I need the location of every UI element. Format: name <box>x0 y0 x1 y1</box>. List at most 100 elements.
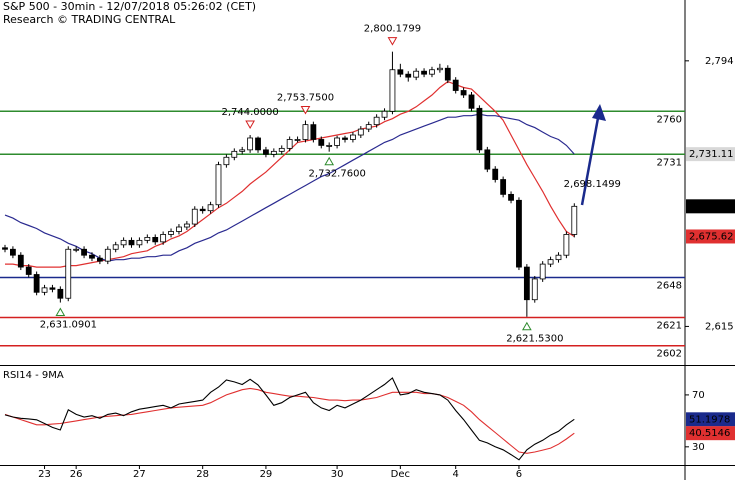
rsi-line <box>4 377 575 461</box>
candle-body <box>436 67 443 71</box>
rsi-label: 51.1978 <box>689 414 730 425</box>
candle-body <box>25 266 32 275</box>
candle-body <box>152 236 159 243</box>
x-tick-label: 28 <box>196 469 209 480</box>
candle-body <box>476 107 483 151</box>
arrow-shaft <box>580 117 600 206</box>
rsi-label: 40.5146 <box>689 428 730 439</box>
low-label: 2,621.5300 <box>506 334 563 345</box>
candle-body <box>405 73 412 78</box>
candle-body <box>263 149 269 155</box>
price-label: 2,695.95 <box>689 201 734 212</box>
candle-body <box>57 288 64 299</box>
candle-body <box>373 116 380 126</box>
x-tick-label: 27 <box>133 469 146 480</box>
candle-body <box>302 124 309 140</box>
candle-body <box>144 236 151 241</box>
candle-body <box>2 247 8 250</box>
candle-body <box>397 69 404 75</box>
low-marker <box>55 307 66 317</box>
candle-body <box>389 69 396 112</box>
x-tick-label: 23 <box>38 469 51 480</box>
candle-body <box>104 248 111 262</box>
price-label-box <box>686 229 735 244</box>
candle-body <box>239 149 246 152</box>
candle-body <box>89 254 95 259</box>
candle-body <box>223 156 230 166</box>
candle-body <box>444 67 451 81</box>
candle-body <box>96 257 103 262</box>
rsi-title: RSI14 - 9MA <box>3 370 64 381</box>
rsi-label-box <box>686 426 735 441</box>
level-label: 2602 <box>657 349 682 360</box>
candle-body <box>310 124 317 140</box>
high-label: 2,753.7500 <box>277 93 334 104</box>
candle-body <box>168 231 174 235</box>
level-label: 2731 <box>657 157 682 168</box>
candle-body <box>278 147 285 152</box>
candle-body <box>65 248 72 299</box>
low-label: 2,631.0901 <box>40 320 97 331</box>
y-tick-label: 30 <box>692 442 705 453</box>
candle-body <box>342 137 348 140</box>
x-tick-label: 30 <box>331 469 344 480</box>
header-subtitle: Research © TRADING CENTRAL <box>3 13 176 26</box>
price-label-box <box>686 199 735 214</box>
x-tick-label: 4 <box>453 469 459 480</box>
candle-body <box>136 239 143 246</box>
candle-body <box>421 70 427 75</box>
candle-body <box>207 204 214 212</box>
low-marker <box>521 321 532 331</box>
x-tick-label: Dec <box>391 469 410 480</box>
candle-body <box>33 274 40 293</box>
candle-body <box>326 145 333 147</box>
candle-body <box>452 79 459 91</box>
y-tick-label: 2,794 <box>705 56 734 67</box>
candle-body <box>460 90 467 96</box>
candle-body <box>231 150 238 158</box>
candle-body <box>215 164 222 206</box>
price-label-box <box>686 147 735 162</box>
candle-body <box>17 254 24 268</box>
level-label: 2760 <box>657 114 682 125</box>
candle-body <box>571 205 578 235</box>
candle-body <box>128 239 135 246</box>
candle-body <box>10 248 16 256</box>
candle-body <box>112 244 119 250</box>
price-label: 2,675.62 <box>689 231 734 242</box>
candle-body <box>294 139 301 141</box>
high-marker <box>300 106 311 115</box>
candle-body <box>413 70 420 78</box>
candle-body <box>563 234 570 256</box>
candle-body <box>73 248 80 251</box>
candle-body <box>270 150 277 155</box>
target-label: 2,698.1499 <box>564 179 621 190</box>
x-tick-label: 26 <box>70 469 83 480</box>
header-title: S&P 500 - 30min - 12/07/2018 05:26:02 (C… <box>3 0 256 13</box>
candle-body <box>176 226 182 232</box>
candle-body <box>429 69 435 75</box>
candle-body <box>357 128 364 136</box>
level-label: 2648 <box>657 280 682 291</box>
high-marker <box>245 120 255 130</box>
forecast-arrow <box>580 104 606 206</box>
candle-body <box>539 263 546 280</box>
candle-body <box>547 259 554 265</box>
high-marker <box>387 37 398 46</box>
candle-body <box>49 287 56 290</box>
candle-body <box>381 110 388 118</box>
candle-body <box>255 137 261 151</box>
y-tick-label: 70 <box>692 390 705 401</box>
candle-body <box>318 139 325 146</box>
candle-body <box>523 266 530 301</box>
candle-body <box>555 254 562 261</box>
arrow-head <box>592 104 606 121</box>
rsi-line <box>4 387 575 454</box>
high-label: 2,800.1799 <box>364 24 421 35</box>
candle-body <box>508 193 514 201</box>
price-label: 2,731.11 <box>689 149 734 160</box>
candle-body <box>199 208 206 212</box>
candle-body <box>334 137 340 146</box>
